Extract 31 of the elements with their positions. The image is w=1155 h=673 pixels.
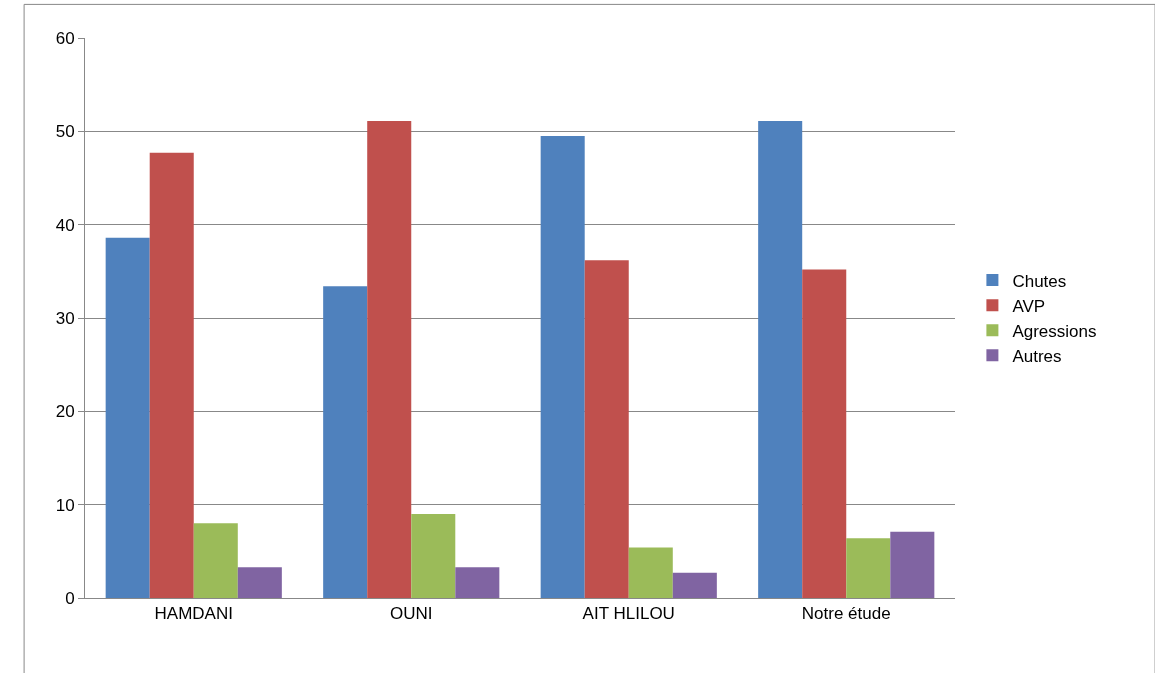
- legend-label: Chutes: [1012, 271, 1067, 291]
- x-tick-label: AIT HLILOU: [582, 604, 675, 624]
- bar: [237, 567, 282, 598]
- bar: [149, 152, 194, 598]
- bar: [540, 136, 585, 598]
- bar: [802, 269, 847, 598]
- y-tick-label: 0: [65, 588, 75, 608]
- y-tick-label: 60: [55, 28, 75, 48]
- x-tick-label: OUNI: [390, 604, 433, 624]
- bar: [628, 547, 673, 598]
- bar: [455, 567, 500, 598]
- y-tick-label: 10: [55, 495, 75, 515]
- x-tick-label: HAMDANI: [154, 604, 233, 624]
- bar: [367, 121, 412, 598]
- y-tick-label: 40: [55, 215, 75, 235]
- x-tick-label: Notre étude: [801, 604, 891, 624]
- bar: [846, 538, 891, 598]
- bar: [193, 523, 238, 598]
- bar: [758, 121, 803, 598]
- legend-label: Agressions: [1012, 321, 1097, 341]
- legend-label: Autres: [1012, 346, 1062, 366]
- y-tick-label: 20: [55, 402, 75, 422]
- bar: [672, 572, 717, 598]
- bar: [105, 237, 150, 598]
- y-tick-label: 30: [55, 308, 75, 328]
- bar: [411, 514, 456, 598]
- bar: [584, 260, 629, 598]
- legend-label: AVP: [1012, 296, 1046, 316]
- bar: [323, 286, 368, 598]
- bar: [890, 531, 935, 598]
- y-tick-label: 50: [55, 122, 75, 142]
